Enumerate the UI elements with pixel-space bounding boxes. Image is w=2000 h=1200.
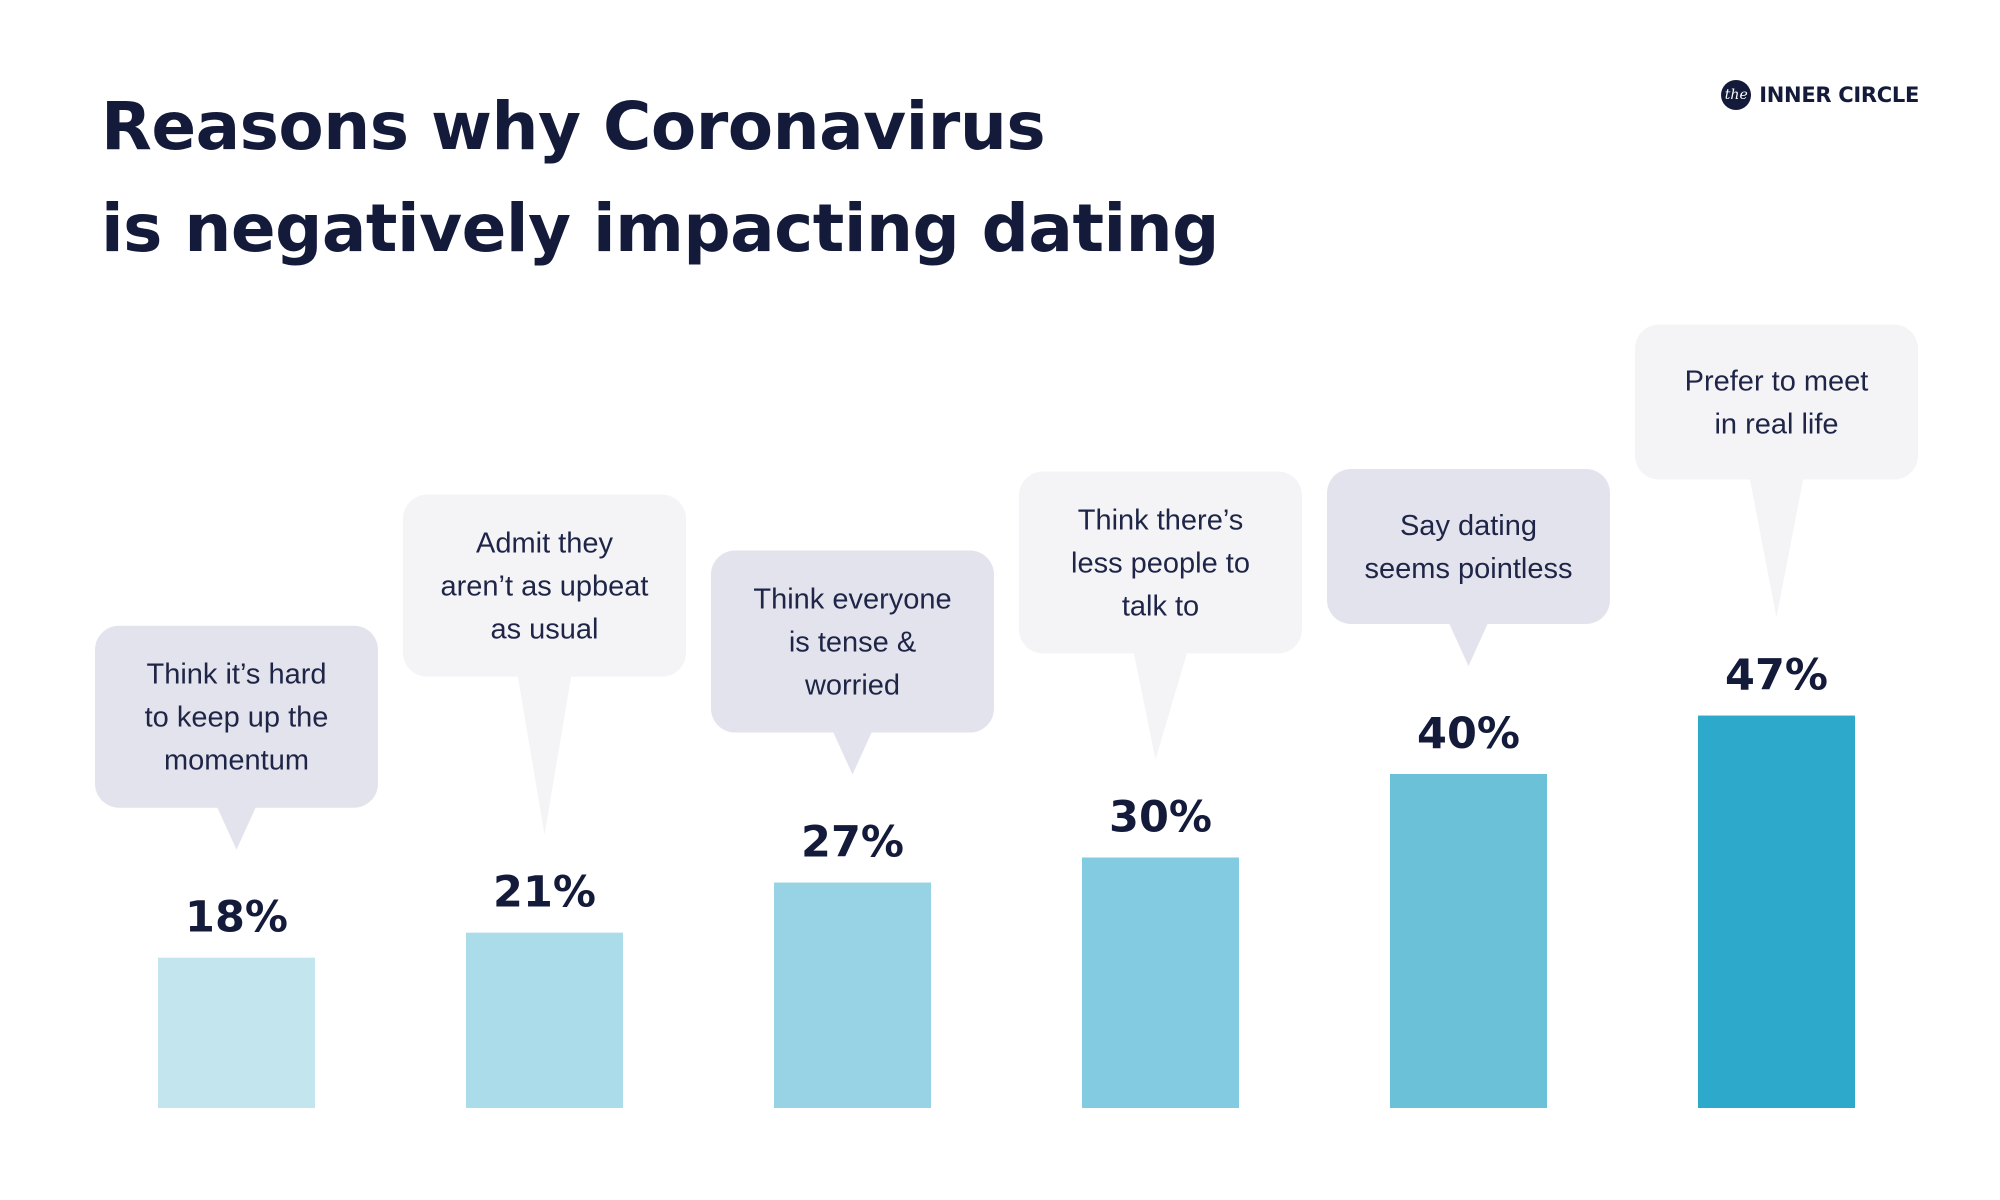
category-label-1-line-3: momentum xyxy=(164,745,309,777)
brand-logo: the INNER CIRCLE xyxy=(1721,80,1919,110)
bar-6 xyxy=(1698,715,1855,1108)
value-label-3: 27% xyxy=(801,818,904,868)
category-label-3-line-2: is tense & xyxy=(789,627,916,659)
logo-text: INNER CIRCLE xyxy=(1759,83,1919,107)
title-line-2: is negatively impacting dating xyxy=(101,190,1219,267)
category-label-5-line-1: Say dating xyxy=(1400,510,1537,542)
category-label-5-line-2: seems pointless xyxy=(1365,553,1573,585)
bubble-tail-1 xyxy=(216,805,257,850)
bubble-1 xyxy=(95,625,378,808)
category-label-3-line-3: worried xyxy=(804,670,900,702)
value-label-2: 21% xyxy=(493,868,596,918)
bubble-3 xyxy=(711,550,994,733)
category-label-2-line-3: as usual xyxy=(490,614,598,646)
bubble-tail-5 xyxy=(1448,622,1489,666)
chart-title: Reasons why Coronavirus is negatively im… xyxy=(101,76,1219,280)
bar-5 xyxy=(1390,774,1547,1108)
bubble-6 xyxy=(1635,324,1918,480)
bubble-tail-2 xyxy=(517,674,572,835)
category-label-4-line-3: talk to xyxy=(1122,591,1199,623)
title-line-1: Reasons why Coronavirus xyxy=(101,88,1046,165)
value-label-6: 47% xyxy=(1725,651,1828,701)
category-label-4-line-1: Think there’s xyxy=(1078,505,1244,537)
category-label-6-line-2: in real life xyxy=(1714,409,1838,441)
category-label-2-line-2: aren’t as upbeat xyxy=(441,571,649,603)
category-label-1-line-2: to keep up the xyxy=(145,702,329,734)
logo-badge-icon: the xyxy=(1721,80,1752,110)
category-label-4-line-2: less people to xyxy=(1071,548,1250,580)
category-label-6-line-1: Prefer to meet xyxy=(1685,366,1869,398)
bar-3 xyxy=(774,882,931,1108)
bubble-tail-3 xyxy=(832,730,873,775)
bubble-2 xyxy=(403,494,686,677)
category-label-3-line-1: Think everyone xyxy=(753,584,951,616)
value-label-1: 18% xyxy=(185,893,288,943)
bar-4 xyxy=(1082,857,1239,1108)
bar-2 xyxy=(466,932,623,1108)
category-label-2-line-1: Admit they xyxy=(476,528,613,560)
bubble-5 xyxy=(1327,469,1610,624)
bubble-tail-6 xyxy=(1749,477,1804,618)
value-label-5: 40% xyxy=(1417,709,1520,759)
value-label-4: 30% xyxy=(1109,793,1212,843)
bubble-4 xyxy=(1019,471,1302,654)
bubble-tail-4 xyxy=(1133,651,1188,760)
bar-1 xyxy=(158,957,315,1108)
category-label-1-line-1: Think it’s hard xyxy=(147,659,327,691)
